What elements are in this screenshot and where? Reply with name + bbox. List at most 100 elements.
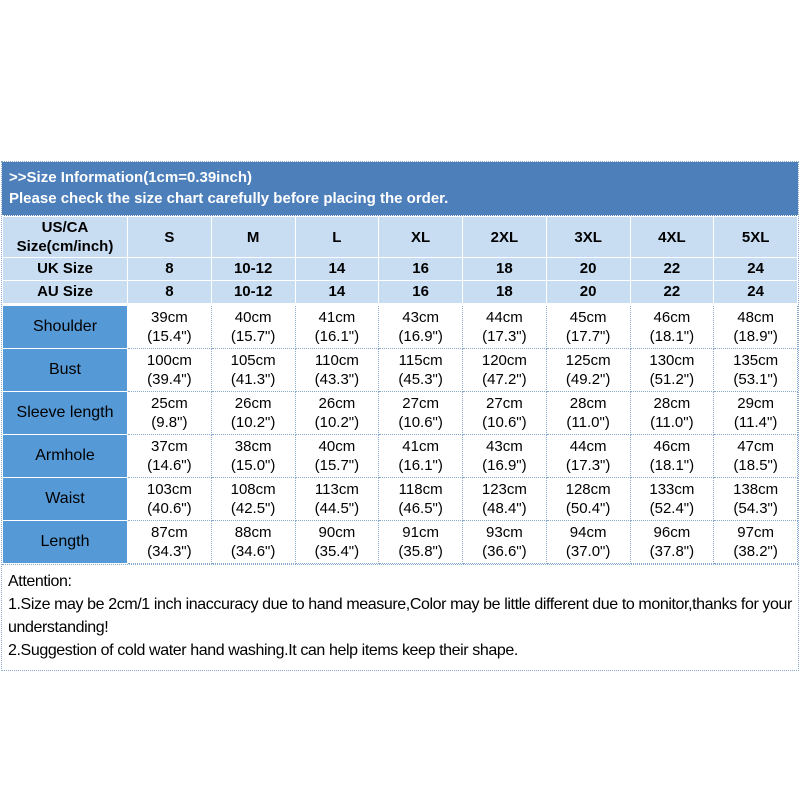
size-col-header: M: [210, 216, 296, 258]
value-inch: (50.4"): [565, 500, 611, 517]
value-cm: 93cm: [486, 524, 523, 541]
measurement-cell: 128cm (50.4"): [545, 477, 631, 521]
size-table: US/CA Size(cm/inch) S M L XL 2XL 3XL 4XL 5XL UK…: [2, 216, 798, 564]
measurement-cell: 43cm (16.9"): [462, 434, 547, 478]
value-cm: 41cm: [402, 438, 439, 455]
value-cm: 118cm: [398, 481, 443, 498]
measurement-body: Shoulder 39cm (15.4") 40cm (15.7") 41cm (16.1"…: [2, 304, 798, 564]
size-col-header: 3XL: [545, 216, 631, 258]
value-inch: (10.2"): [230, 414, 276, 431]
value-cm: 41cm: [318, 309, 356, 326]
value-inch: (18.1"): [649, 457, 695, 474]
value-inch: (46.5"): [398, 500, 443, 517]
measurement-cell: 40cm (15.7"): [210, 304, 296, 349]
measurement-cell: 44cm (17.3"): [545, 434, 631, 478]
uk-size-cell: 8: [127, 257, 212, 281]
measurement-cell: 133cm (52.4"): [629, 477, 715, 521]
au-size-cell: 24: [713, 280, 798, 306]
value-cm: 94cm: [569, 524, 607, 541]
attention-title: Attention:: [8, 573, 72, 590]
value-cm: 133cm: [649, 481, 695, 498]
size-table-head: US/CA Size(cm/inch) S M L XL 2XL 3XL 4XL 5XL UK…: [2, 216, 798, 306]
measurement-cell: 91cm (35.8"): [378, 520, 463, 564]
measurement-cell: 25cm (9.8"): [127, 391, 212, 435]
uk-size-cell: 16: [378, 257, 463, 281]
value-cm: 40cm: [234, 309, 272, 326]
au-size-label: AU Size: [2, 280, 128, 306]
value-cm: 100cm: [146, 352, 192, 369]
value-cm: 37cm: [151, 438, 188, 455]
measurement-cell: 47cm (18.5"): [713, 434, 798, 478]
value-cm: 87cm: [151, 524, 188, 541]
size-col-header: XL: [378, 216, 463, 258]
value-inch: (11.4"): [733, 414, 778, 431]
value-cm: 88cm: [234, 524, 272, 541]
value-inch: (34.6"): [230, 543, 276, 560]
measurement-cell: 46cm (18.1"): [629, 304, 715, 349]
measurement-row: Length 87cm (34.3") 88cm (34.6") 90cm (35.4") 9…: [2, 520, 798, 564]
measurement-cell: 26cm (10.2"): [294, 391, 380, 435]
banner-title: >>Size Information(1cm=0.39inch): [9, 169, 252, 186]
value-inch: (17.7"): [565, 328, 611, 345]
measurement-cell: 46cm (18.1"): [629, 434, 715, 478]
value-inch: (53.1"): [733, 371, 778, 388]
value-inch: (18.1"): [649, 328, 695, 345]
measurement-cell: 41cm (16.1"): [294, 304, 380, 349]
measurement-cell: 108cm (42.5"): [210, 477, 296, 521]
value-inch: (10.6"): [482, 414, 527, 431]
size-col-header: 4XL: [629, 216, 715, 258]
value-cm: 45cm: [569, 309, 607, 326]
au-size-cell: 20: [545, 280, 631, 306]
value-inch: (54.3"): [733, 500, 778, 517]
value-inch: (42.5"): [230, 500, 276, 517]
measurement-cell: 38cm (15.0"): [210, 434, 296, 478]
value-inch: (15.7"): [314, 457, 360, 474]
measurement-cell: 125cm (49.2"): [545, 348, 631, 392]
value-cm: 125cm: [565, 352, 611, 369]
uk-size-cell: 10-12: [210, 257, 296, 281]
au-size-row: AU Size 8 10-12 14 16 18 20 22 24: [2, 280, 798, 306]
measurement-cell: 90cm (35.4"): [294, 520, 380, 564]
measurement-cell: 29cm (11.4"): [713, 391, 798, 435]
uk-size-cell: 22: [629, 257, 715, 281]
value-cm: 25cm: [151, 395, 188, 412]
value-cm: 27cm: [402, 395, 439, 412]
value-cm: 91cm: [402, 524, 439, 541]
measurement-cell: 37cm (14.6"): [127, 434, 212, 478]
value-inch: (11.0"): [650, 414, 694, 431]
value-cm: 138cm: [733, 481, 779, 498]
au-size-cell: 18: [462, 280, 547, 306]
measurement-cell: 26cm (10.2"): [210, 391, 296, 435]
measurement-cell: 138cm (54.3"): [713, 477, 798, 521]
value-cm: 128cm: [565, 481, 611, 498]
attention-line-1: 1.Size may be 2cm/1 inch inaccuracy due …: [8, 596, 792, 636]
value-cm: 28cm: [569, 395, 607, 412]
value-inch: (18.5"): [733, 457, 778, 474]
measurement-label: Waist: [2, 477, 128, 521]
measurement-label: Armhole: [2, 434, 128, 478]
value-cm: 96cm: [653, 524, 691, 541]
measurement-cell: 110cm (43.3"): [294, 348, 380, 392]
value-cm: 38cm: [234, 438, 272, 455]
measurement-cell: 87cm (34.3"): [127, 520, 212, 564]
value-cm: 46cm: [653, 438, 691, 455]
value-inch: (10.2"): [314, 414, 360, 431]
value-cm: 48cm: [737, 309, 774, 326]
value-cm: 43cm: [402, 309, 439, 326]
value-inch: (36.6"): [482, 543, 527, 560]
measurement-cell: 45cm (17.7"): [545, 304, 631, 349]
value-inch: (34.3"): [147, 543, 192, 560]
measurement-row: Armhole 37cm (14.6") 38cm (15.0") 40cm (15.7")…: [2, 434, 798, 478]
value-inch: (15.4"): [147, 328, 192, 345]
value-cm: 115cm: [398, 352, 443, 369]
size-col-header: S: [127, 216, 212, 258]
measurement-cell: 94cm (37.0"): [545, 520, 631, 564]
measurement-cell: 103cm (40.6"): [127, 477, 212, 521]
value-cm: 40cm: [318, 438, 356, 455]
value-inch: (45.3"): [398, 371, 443, 388]
value-cm: 26cm: [318, 395, 356, 412]
value-cm: 130cm: [649, 352, 695, 369]
measurement-cell: 115cm (45.3"): [378, 348, 463, 392]
value-cm: 29cm: [737, 395, 774, 412]
value-inch: (49.2"): [565, 371, 611, 388]
